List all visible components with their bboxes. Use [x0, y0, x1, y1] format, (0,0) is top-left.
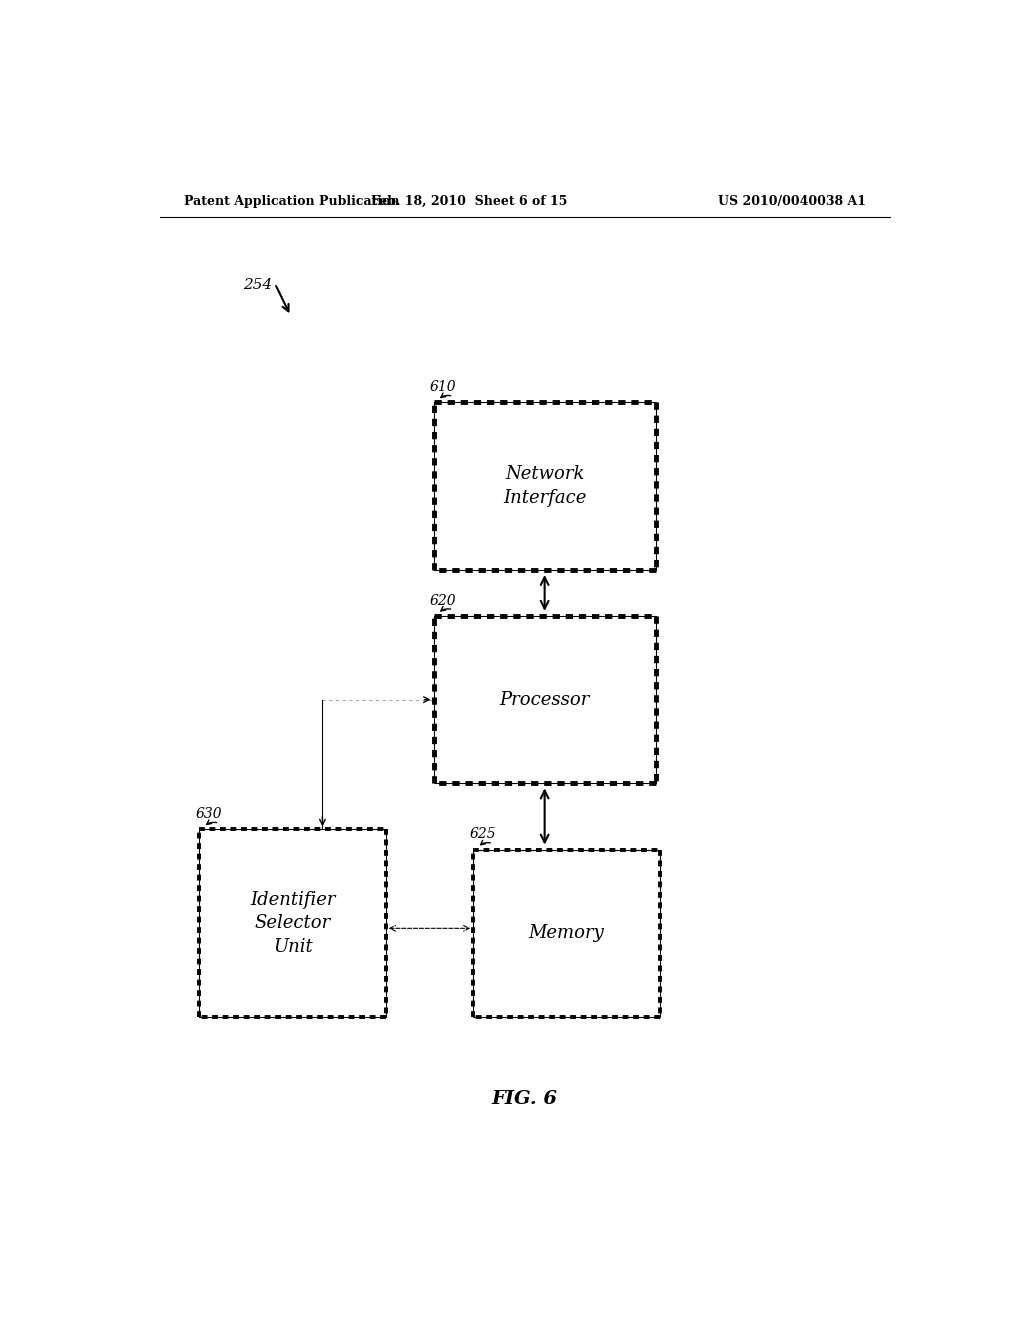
Text: US 2010/0040038 A1: US 2010/0040038 A1 [718, 194, 866, 207]
Text: 630: 630 [196, 807, 222, 821]
Bar [473, 850, 659, 1018]
Bar [433, 615, 655, 784]
Text: 620: 620 [430, 594, 457, 607]
Text: Memory: Memory [528, 924, 604, 942]
Text: 254: 254 [243, 279, 272, 293]
Text: Processor: Processor [500, 690, 590, 709]
Text: Network
Interface: Network Interface [503, 466, 587, 507]
Bar [200, 829, 386, 1018]
Text: Identifier
Selector
Unit: Identifier Selector Unit [250, 891, 336, 956]
Text: Feb. 18, 2010  Sheet 6 of 15: Feb. 18, 2010 Sheet 6 of 15 [371, 194, 567, 207]
Bar [433, 403, 655, 570]
Text: 625: 625 [469, 828, 496, 841]
Text: Patent Application Publication: Patent Application Publication [183, 194, 399, 207]
Text: 610: 610 [430, 380, 457, 395]
Text: FIG. 6: FIG. 6 [492, 1089, 558, 1107]
